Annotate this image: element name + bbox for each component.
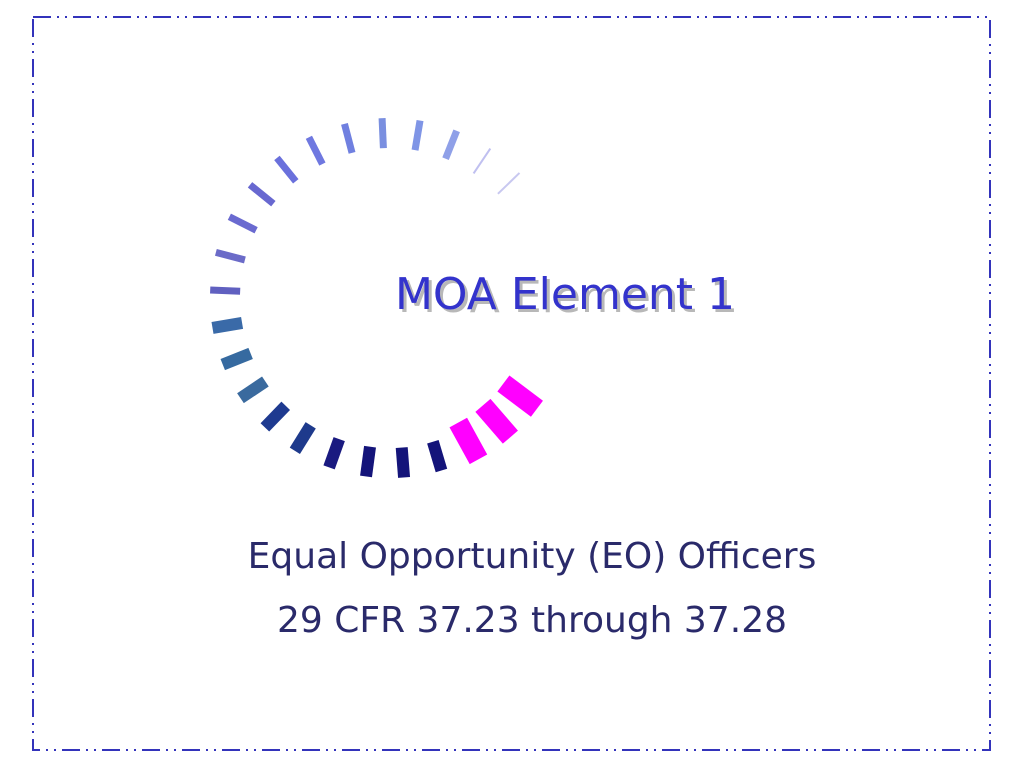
ring-dash: [411, 119, 424, 151]
subtitle-line: Equal Opportunity (EO) Officers: [248, 536, 817, 577]
ring-dash: [475, 398, 518, 444]
ring-dash: [274, 155, 299, 184]
ring-dash: [497, 375, 543, 417]
title-shadow: MOA Element 1: [398, 272, 738, 323]
decorative-ring: [210, 118, 543, 478]
subtitle-line: 29 CFR 37.23 through 37.28: [277, 600, 787, 641]
ring-dash: [449, 417, 488, 465]
ring-dash: [360, 445, 376, 478]
ring-dash: [237, 376, 269, 404]
ring-dash: [442, 129, 460, 160]
ring-dash: [395, 447, 411, 478]
ring-dash: [247, 182, 276, 207]
ring-dash: [211, 317, 244, 334]
slide-title: MOA Element 1: [395, 269, 735, 320]
ring-dash: [472, 147, 492, 175]
ring-dash: [323, 437, 345, 470]
ring-dash: [289, 422, 316, 454]
ring-dash: [427, 440, 448, 473]
ring-dash: [378, 118, 387, 149]
ring-dash: [227, 213, 258, 234]
ring-dash: [260, 401, 291, 432]
ring-dash: [497, 172, 521, 195]
ring-dash: [341, 122, 356, 154]
ring-dash: [220, 347, 253, 371]
ring-dash: [215, 248, 246, 264]
ring-dash: [210, 286, 241, 295]
ring-dash: [305, 135, 326, 166]
slide-border: [32, 16, 991, 751]
